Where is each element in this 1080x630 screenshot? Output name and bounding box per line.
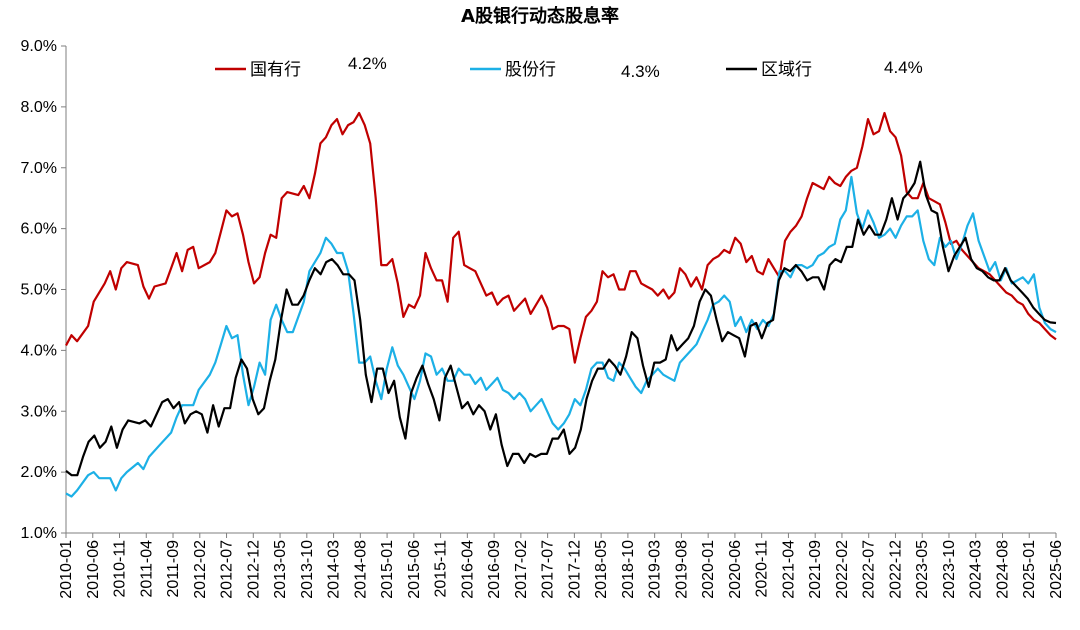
x-tick-label: 2021-09 — [807, 540, 824, 599]
legend-value-regional-banks: 4.4% — [884, 58, 923, 77]
x-tick-label: 2022-07 — [861, 540, 878, 599]
legend-item-state-banks[interactable]: 国有行 4.2% — [215, 54, 387, 80]
x-tick-label: 2011-04 — [138, 540, 155, 598]
x-tick-label: 2017-12 — [566, 540, 583, 599]
x-tick-label: 2024-08 — [994, 540, 1011, 599]
legend-item-regional-banks[interactable]: 区域行 4.4% — [726, 58, 923, 80]
y-tick-label: 2.0% — [21, 464, 57, 481]
x-tick-label: 2013-10 — [299, 540, 316, 599]
x-tick-label: 2024-03 — [968, 540, 985, 599]
x-tick-label: 2025-01 — [1021, 540, 1038, 599]
x-tick-label: 2010-01 — [58, 540, 75, 599]
legend-label-regional-banks: 区域行 — [761, 60, 812, 80]
x-tick-label: 2016-04 — [459, 540, 476, 599]
series-line-joint-stock-banks — [65, 175, 1057, 498]
x-tick-label: 2022-12 — [887, 540, 904, 599]
y-tick-label: 4.0% — [21, 342, 57, 359]
x-tick-label: 2012-02 — [192, 540, 209, 599]
series-line-state-banks — [65, 111, 1057, 364]
x-tick-label: 2014-08 — [352, 540, 369, 599]
x-tick-label: 2010-06 — [85, 540, 102, 599]
legend-label-joint-stock-banks: 股份行 — [505, 60, 556, 80]
y-tick-label: 3.0% — [21, 403, 57, 420]
x-tick-label: 2011-09 — [165, 540, 182, 598]
x-tick-label: 2014-03 — [326, 540, 343, 599]
x-tick-label: 2020-06 — [727, 540, 744, 599]
x-tick-label: 2019-08 — [673, 540, 690, 599]
x-tick-label: 2017-02 — [513, 540, 530, 599]
y-tick-label: 8.0% — [21, 99, 57, 116]
x-tick-label: 2016-09 — [486, 540, 503, 599]
series-line-regional-banks — [65, 160, 1057, 477]
chart-title: A股银行动态股息率 — [461, 5, 619, 27]
x-tick-label: 2020-11 — [754, 540, 771, 598]
x-tick-label: 2013-05 — [272, 540, 289, 599]
y-tick-label: 9.0% — [21, 38, 57, 55]
legend-value-joint-stock-banks: 4.3% — [621, 62, 660, 81]
chart-axes: 1.0% 2.0% 3.0% 4.0% 5.0% 6.0% 7.0% 8.0% 9.0% 2010… — [21, 38, 1065, 599]
y-tick-label: 1.0% — [21, 525, 57, 542]
x-tick-label: 2020-01 — [700, 540, 717, 599]
legend-item-joint-stock-banks[interactable]: 股份行 4.3% — [470, 60, 660, 81]
x-tick-label: 2023-05 — [914, 540, 931, 599]
x-tick-label: 2019-03 — [647, 540, 664, 599]
chart-series — [65, 111, 1057, 498]
x-tick-label: 2025-06 — [1048, 540, 1065, 599]
y-tick-label: 7.0% — [21, 160, 57, 177]
x-tick-label: 2018-10 — [620, 540, 637, 599]
y-tick-label: 5.0% — [21, 282, 57, 299]
x-tick-label: 2015-06 — [406, 540, 423, 599]
legend-label-state-banks: 国有行 — [250, 60, 301, 80]
x-tick-label: 2021-04 — [780, 540, 797, 599]
x-tick-label: 2022-02 — [834, 540, 851, 599]
chart-legend: 国有行 4.2% 股份行 4.3% 区域行 4.4% — [215, 54, 923, 81]
x-tick-label: 2010-11 — [112, 540, 129, 598]
x-tick-label: 2012-12 — [245, 540, 262, 599]
x-tick-label: 2018-05 — [593, 540, 610, 599]
legend-value-state-banks: 4.2% — [348, 54, 387, 73]
y-tick-label: 6.0% — [21, 221, 57, 238]
x-tick-label: 2015-01 — [379, 540, 396, 599]
x-tick-label: 2017-07 — [540, 540, 557, 599]
x-tick-label: 2012-07 — [219, 540, 236, 599]
x-tick-label: 2023-10 — [941, 540, 958, 599]
x-tick-label: 2015-11 — [433, 540, 450, 598]
